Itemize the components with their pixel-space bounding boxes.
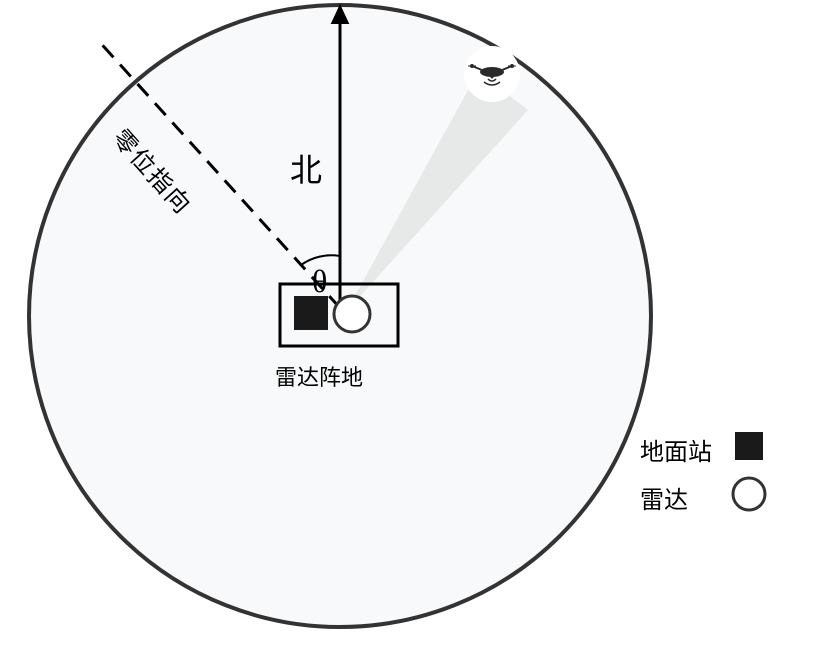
theta-label: θ (312, 263, 327, 300)
legend-ground-station-label: 地面站 (640, 432, 712, 467)
diagram-canvas (0, 0, 814, 659)
north-label: 北 (290, 145, 322, 191)
radar-marker (334, 296, 370, 332)
legend-ground-station-icon (735, 432, 763, 460)
legend-radar-icon (733, 478, 765, 510)
radar-site-label: 雷达阵地 (275, 360, 363, 392)
legend-radar-label: 雷达 (640, 480, 688, 515)
ground-station-marker (294, 296, 328, 330)
